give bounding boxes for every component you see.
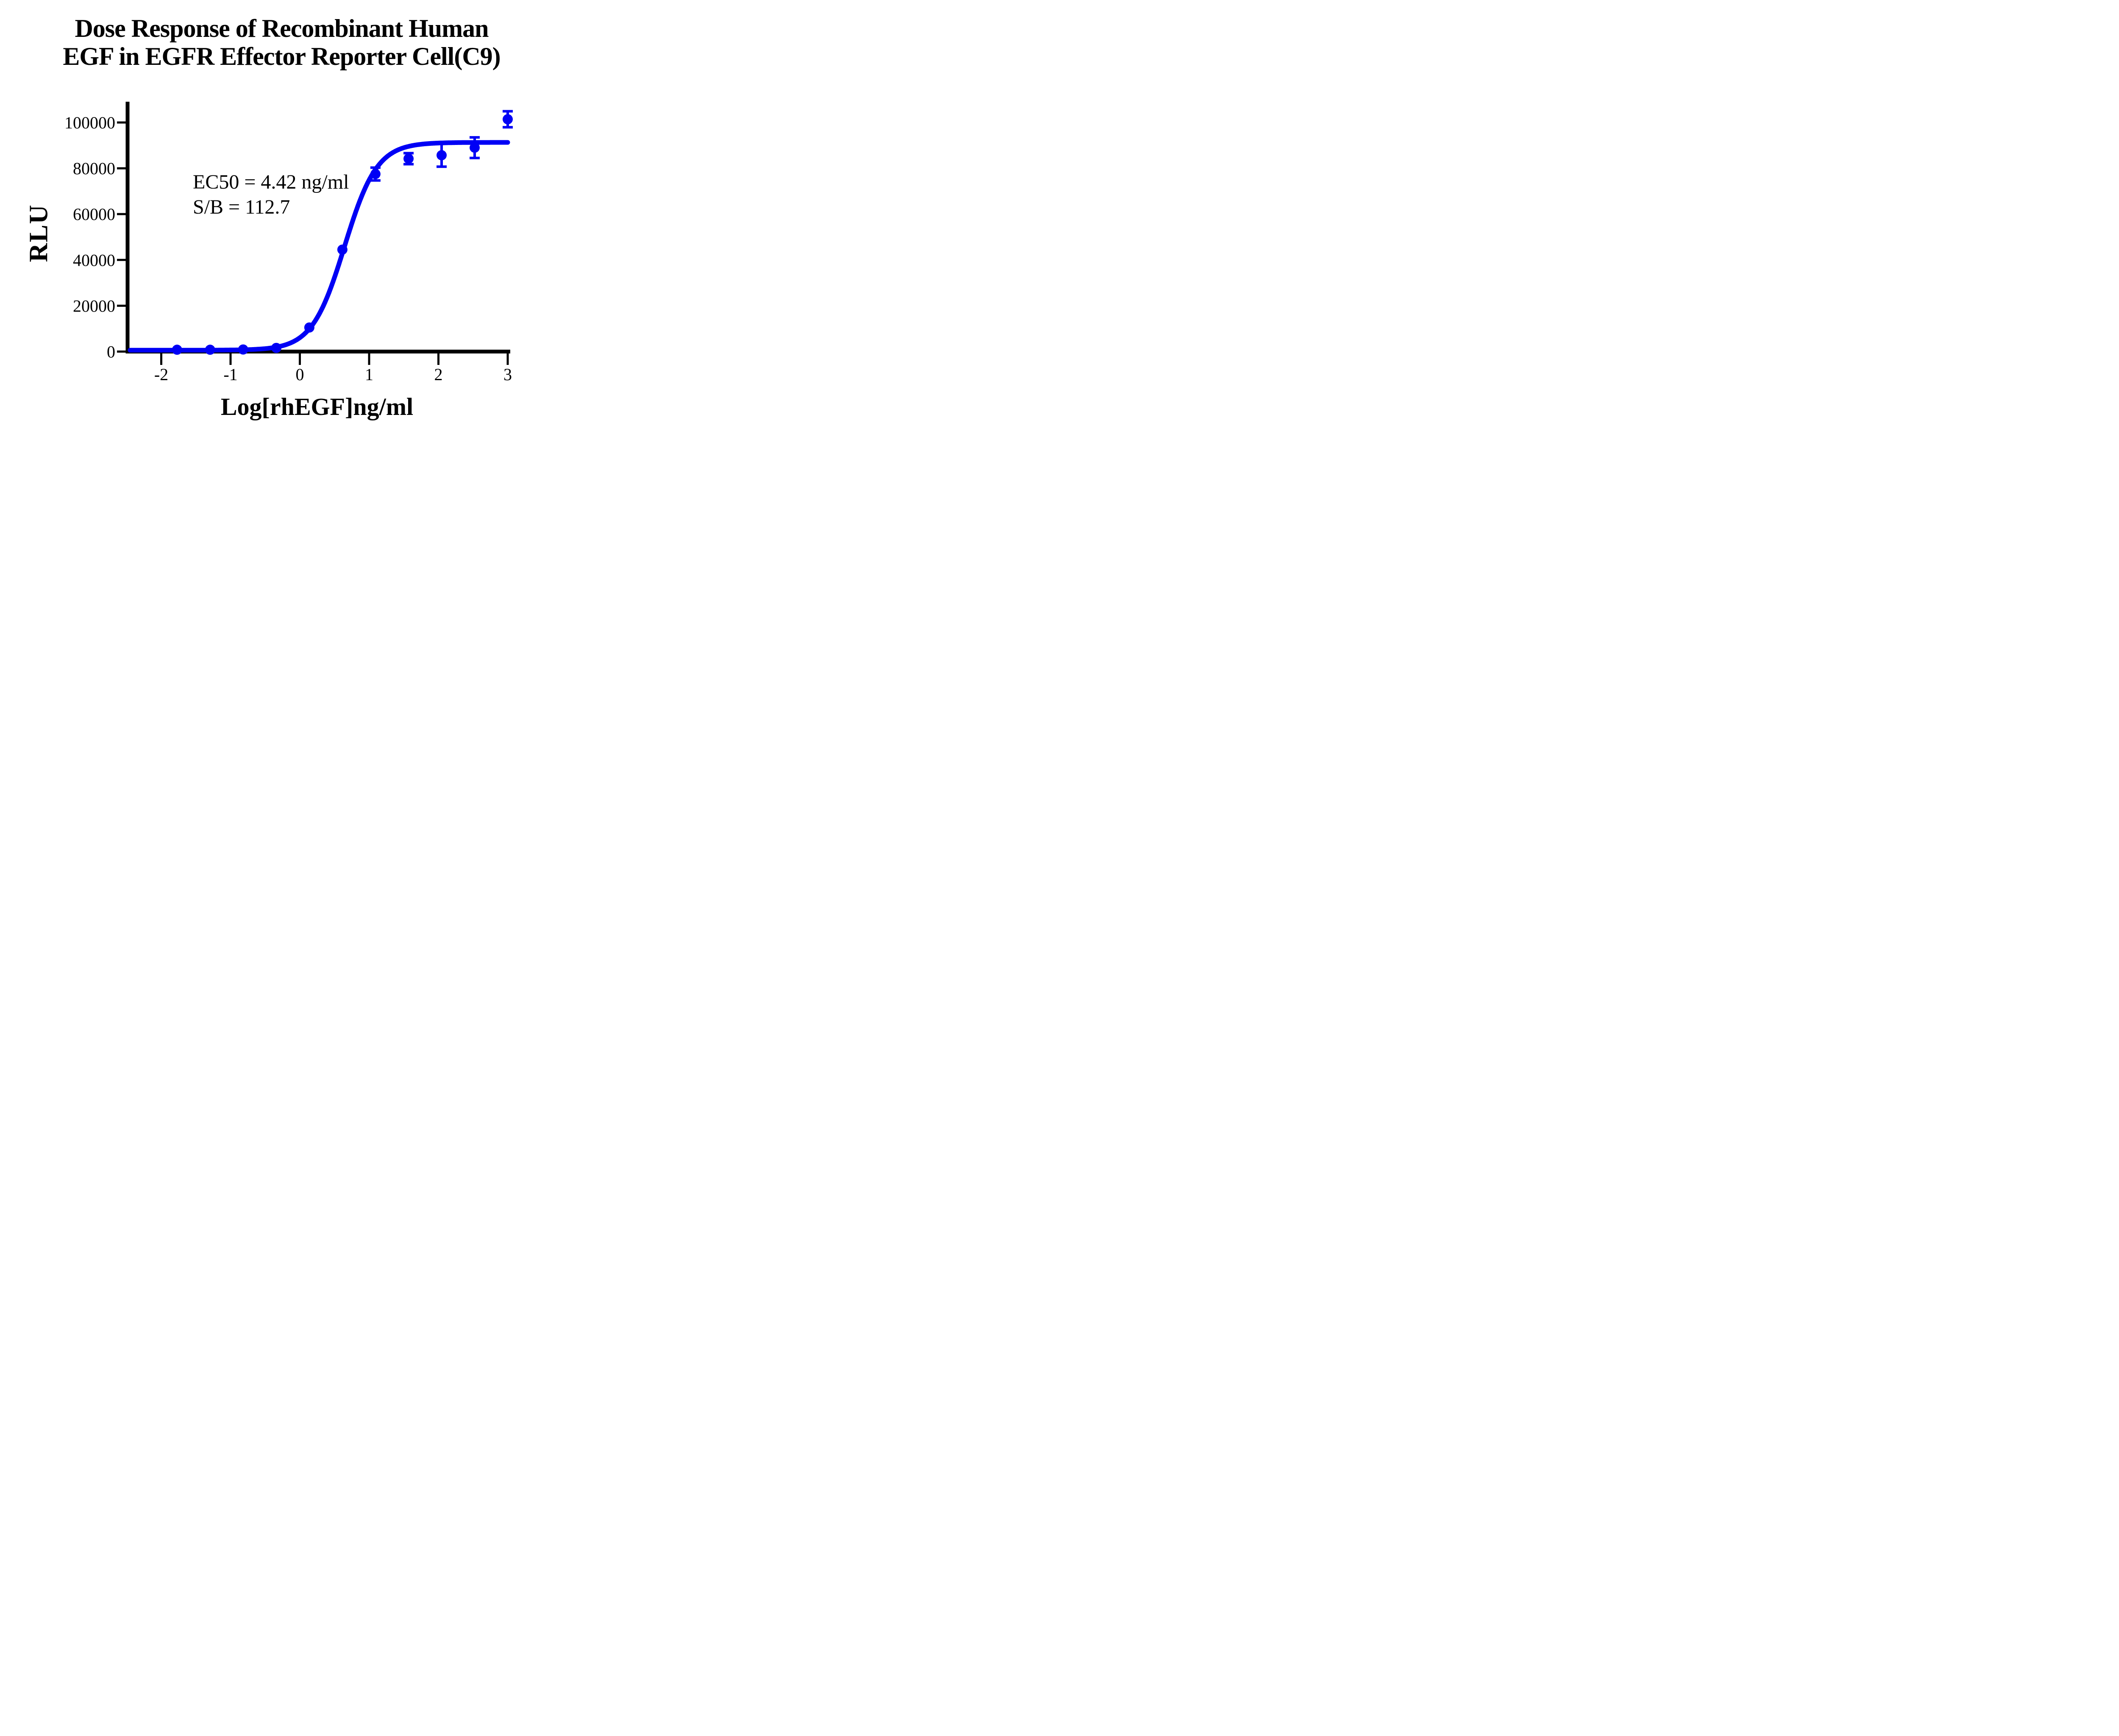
x-axis-title: Log[rhEGF]ng/ml [0,392,634,421]
x-tick-label-2: 0 [296,365,304,384]
dose-response-figure: Dose Response of Recombinant Human EGF i… [0,0,563,434]
chart-title-line-1: Dose Response of Recombinant Human [75,14,489,42]
y-tick-label-0: 0 [107,342,115,362]
x-tick-label-5: 3 [503,365,512,384]
x-tick-label-3: 1 [365,365,373,384]
x-axis-title-text: Log[rhEGF]ng/ml [220,393,414,420]
sb-annotation: S/B = 112.7 [193,196,290,218]
data-point-6 [370,169,381,179]
data-point-7 [403,153,414,164]
data-point-4 [304,322,314,333]
y-tick-label-2: 40000 [73,250,115,270]
chart-title: Dose Response of Recombinant Human EGF i… [0,14,563,70]
y-tick-label-1: 20000 [73,296,115,315]
data-point-2 [238,344,248,355]
data-point-3 [271,342,281,353]
data-point-9 [470,142,480,153]
y-tick-label-5: 100000 [64,113,115,132]
y-tick-label-4: 80000 [73,159,115,178]
fit-annotation: EC50 = 4.42 ng/ml S/B = 112.7 [193,170,349,220]
data-point-8 [437,150,447,161]
x-tick-label-0: -2 [154,365,168,384]
data-point-5 [337,244,348,255]
data-point-10 [503,114,513,125]
fit-curve [128,140,510,353]
plot-area: 0 20000 40000 60000 80000 100000 -2 -1 0 1 2 3 [64,102,513,384]
chart-title-line-2: EGF in EGFR Effector Reporter Cell(C9) [63,42,501,70]
x-tick-label-4: 2 [434,365,443,384]
ec50-annotation: EC50 = 4.42 ng/ml [193,171,349,193]
data-point-0 [172,345,182,355]
x-tick-label-1: -1 [223,365,237,384]
y-tick-label-3: 60000 [73,205,115,224]
data-point-1 [205,345,215,355]
